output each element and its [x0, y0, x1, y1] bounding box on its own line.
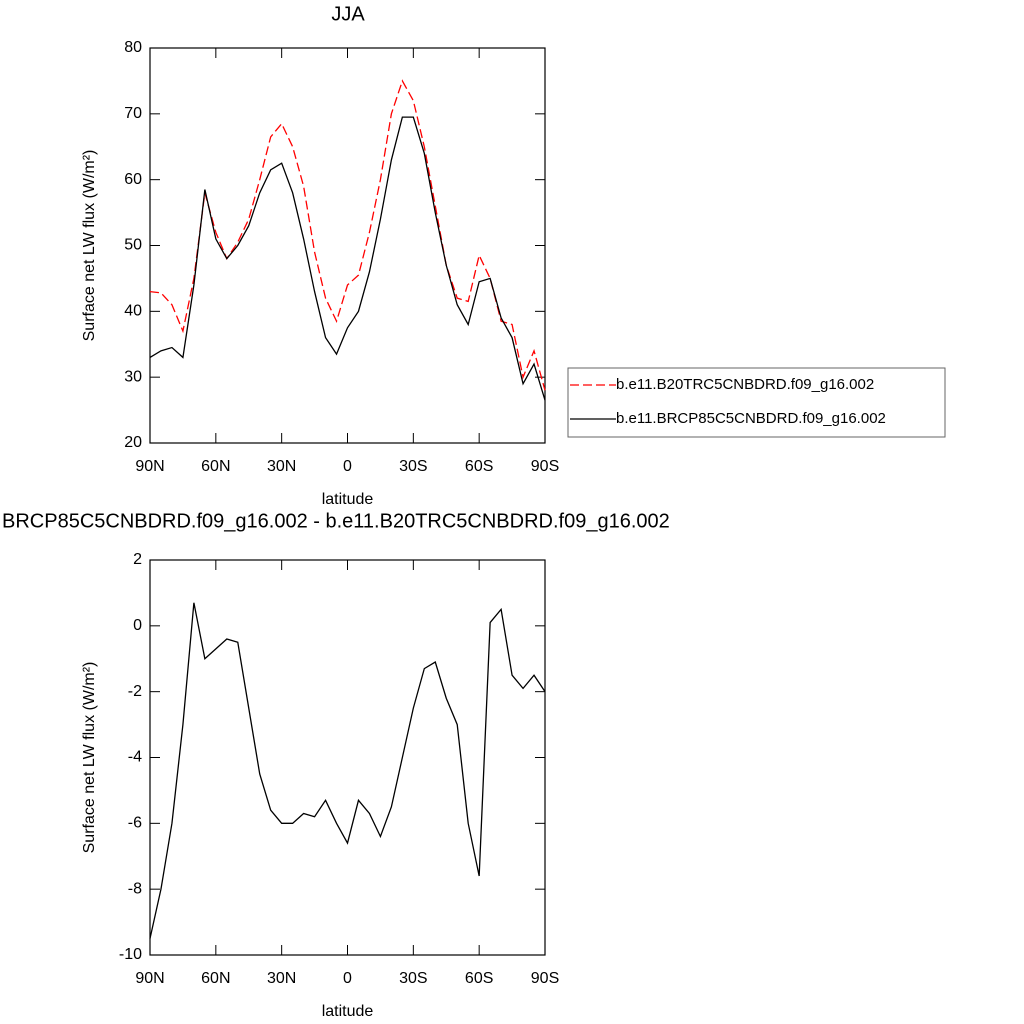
- y-tick-label: -6: [128, 815, 142, 832]
- legend-label: b.e11.BRCP85C5CNBDRD.f09_g16.002: [616, 410, 886, 427]
- x-tick-label: 90N: [135, 970, 164, 987]
- y-tick-label: 40: [124, 303, 142, 320]
- y-tick-label: 60: [124, 171, 142, 188]
- x-tick-label: 30S: [399, 458, 427, 475]
- x-axis-label: latitude: [322, 1003, 374, 1020]
- x-tick-label: 60N: [201, 458, 230, 475]
- x-axis-label: latitude: [322, 491, 374, 508]
- y-tick-label: 30: [124, 368, 142, 385]
- x-tick-label: 90S: [531, 458, 559, 475]
- x-tick-label: 30N: [267, 458, 296, 475]
- x-tick-label: 60N: [201, 970, 230, 987]
- x-tick-label: 30N: [267, 970, 296, 987]
- x-tick-label: 0: [343, 970, 352, 987]
- legend-box: [567, 367, 946, 438]
- y-tick-label: 70: [124, 105, 142, 122]
- x-tick-label: 90S: [531, 970, 559, 987]
- x-tick-label: 0: [343, 458, 352, 475]
- x-tick-label: 30S: [399, 970, 427, 987]
- y-tick-label: 80: [124, 39, 142, 56]
- data-line: [149, 602, 546, 939]
- y-tick-label: 20: [124, 434, 142, 451]
- y-tick-label: 50: [124, 237, 142, 254]
- y-tick-label: -2: [128, 683, 142, 700]
- y-axis-label: Surface net LW flux (W/m²): [81, 150, 98, 342]
- x-tick-label: 60S: [465, 458, 493, 475]
- y-tick-label: -4: [128, 749, 142, 766]
- y-tick-label: -10: [119, 946, 142, 963]
- data-line: [149, 79, 546, 391]
- y-axis-label: Surface net LW flux (W/m²): [81, 662, 98, 854]
- chart-title: JJA: [331, 3, 365, 25]
- data-line: [149, 116, 546, 401]
- y-tick-label: 0: [133, 617, 142, 634]
- x-tick-label: 90N: [135, 458, 164, 475]
- plot-frame: [149, 47, 546, 444]
- chart-title: BRCP85C5CNBDRD.f09_g16.002 - b.e11.B20TR…: [2, 510, 670, 532]
- y-tick-label: -8: [128, 880, 142, 897]
- legend-label: b.e11.B20TRC5CNBDRD.f09_g16.002: [616, 376, 874, 393]
- y-tick-label: 2: [133, 551, 142, 568]
- plot-frame: [149, 559, 546, 956]
- x-tick-label: 60S: [465, 970, 493, 987]
